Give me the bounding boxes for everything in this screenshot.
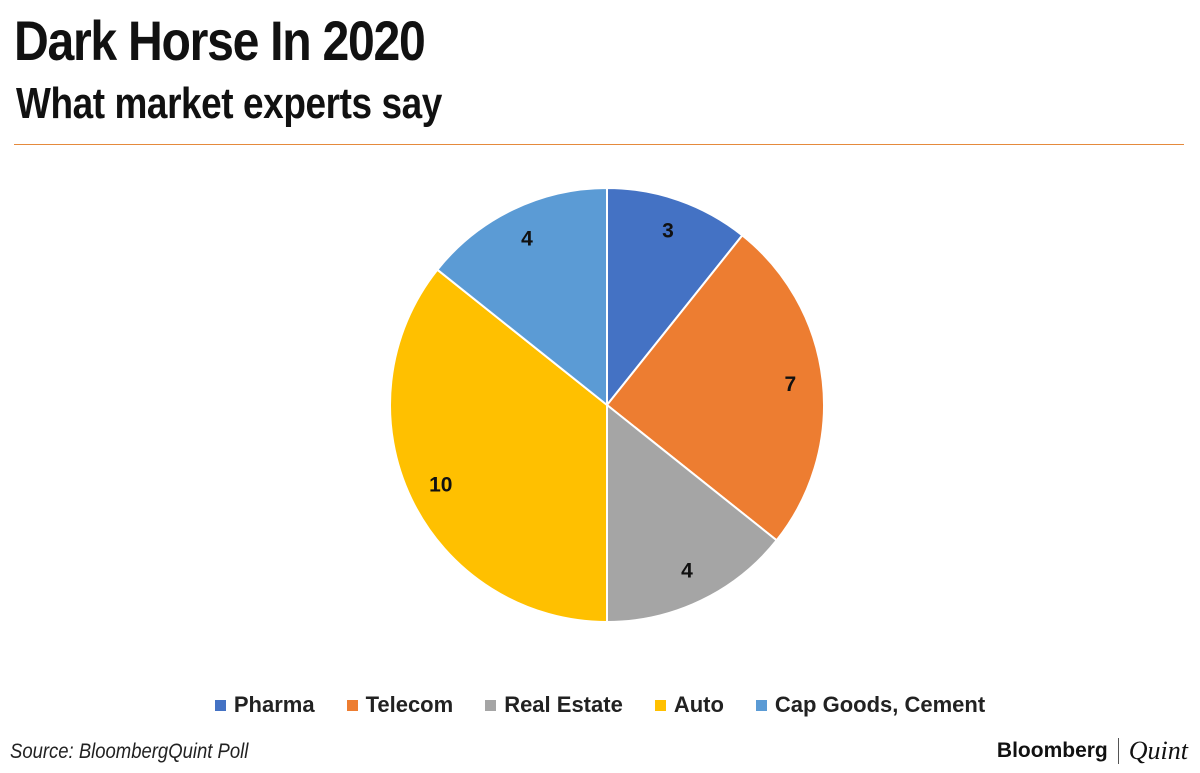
- legend-swatch-cap-goods-cement: [755, 699, 767, 711]
- source-note: Source: BloombergQuint Poll: [10, 740, 249, 763]
- legend-item-auto: Auto: [654, 692, 724, 718]
- brand-primary: Bloomberg: [996, 739, 1108, 762]
- pie-slice-telecom: [605, 233, 825, 542]
- pie-slice-auto: [389, 268, 608, 624]
- legend-label-real-estate: Real Estate: [504, 692, 623, 717]
- chart-title: Dark Horse In 2020: [14, 9, 426, 72]
- data-label-auto: 10: [429, 474, 452, 497]
- brand-secondary: Quint: [1128, 736, 1188, 765]
- pie-slice-cap-goods-cement: [435, 186, 608, 408]
- data-label-pharma: 3: [662, 219, 674, 242]
- legend-item-real-estate: Real Estate: [485, 692, 623, 718]
- brand-divider: [1117, 738, 1119, 764]
- title-divider: [14, 144, 1184, 145]
- data-label-cap-goods-cement: 4: [521, 227, 533, 250]
- legend-swatch-pharma: [214, 699, 226, 711]
- legend-item-cap-goods-cement: Cap Goods, Cement: [755, 692, 986, 718]
- brand-logo: Bloomberg Quint: [997, 736, 1188, 766]
- legend-label-pharma: Pharma: [233, 692, 315, 717]
- legend-swatch-auto: [654, 699, 666, 711]
- legend-swatch-real-estate: [485, 699, 497, 711]
- legend-label-auto: Auto: [673, 692, 724, 717]
- legend-label-telecom: Telecom: [365, 692, 454, 717]
- pie-slice-real-estate: [606, 402, 779, 624]
- chart-subtitle: What market experts say: [16, 79, 442, 128]
- legend-item-pharma: Pharma: [214, 692, 315, 718]
- pie-slice-pharma: [606, 186, 744, 408]
- data-label-telecom: 7: [784, 373, 796, 396]
- chart-legend: Pharma Telecom Real Estate Auto Cap Good…: [0, 690, 1200, 720]
- data-label-real-estate: 4: [681, 560, 693, 583]
- pie-chart: 3 7 4 10 4: [389, 186, 825, 624]
- legend-item-telecom: Telecom: [346, 692, 454, 718]
- legend-swatch-telecom: [346, 699, 358, 711]
- legend-label-cap-goods-cement: Cap Goods, Cement: [774, 692, 986, 717]
